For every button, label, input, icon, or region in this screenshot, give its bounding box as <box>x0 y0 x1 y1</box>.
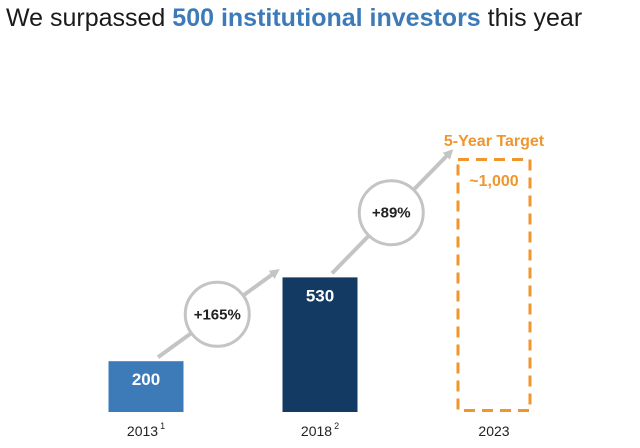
value-label-2013: 200 <box>132 370 160 389</box>
bar-2013 <box>108 361 184 412</box>
growth-circle-2 <box>357 179 425 247</box>
growth-label-1: +165% <box>194 306 241 323</box>
growth-label-2: +89% <box>372 205 411 222</box>
tick-label-2013: 2013 1 <box>127 421 165 439</box>
bar-2018 <box>282 277 358 412</box>
growth-circle-1 <box>183 280 251 348</box>
headline-prefix: We surpassed <box>6 4 173 32</box>
headline-suffix: this year <box>480 4 583 32</box>
value-label-2018: 530 <box>306 286 334 305</box>
target-title: 5-Year Target <box>444 133 545 150</box>
bar-2023 <box>456 158 532 412</box>
value-label-2023: ~1,000 <box>469 173 518 190</box>
headline-highlight: 500 institutional investors <box>172 4 481 32</box>
tick-label-2023: 2023 <box>478 423 509 439</box>
footnote-2018: 2 <box>334 421 339 431</box>
tick-label-2018: 2018 2 <box>301 421 339 439</box>
footnote-2013: 1 <box>160 421 165 431</box>
headline: We surpassed 500 institutional investors… <box>6 4 640 33</box>
